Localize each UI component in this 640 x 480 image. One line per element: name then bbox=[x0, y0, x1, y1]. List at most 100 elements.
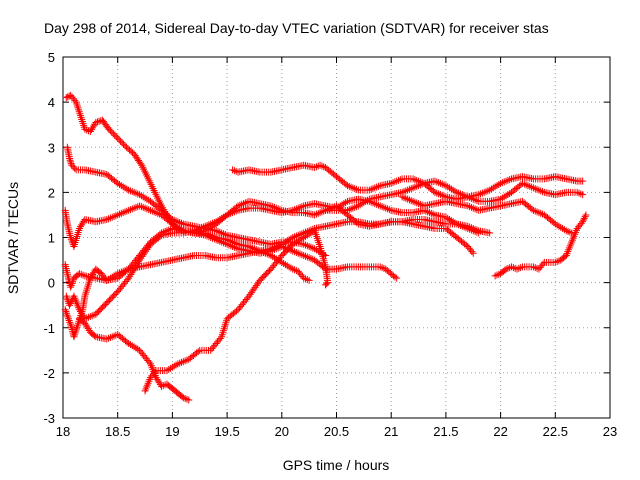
data-point bbox=[249, 287, 257, 295]
data-point bbox=[513, 265, 521, 273]
data-point bbox=[253, 280, 261, 288]
data-point bbox=[223, 236, 231, 244]
data-point bbox=[493, 271, 501, 279]
data-point bbox=[484, 187, 492, 195]
data-point bbox=[400, 188, 408, 196]
data-point bbox=[354, 202, 362, 210]
y-tick-label: 2 bbox=[48, 185, 55, 200]
data-point bbox=[281, 238, 289, 246]
data-point bbox=[205, 230, 213, 238]
data-point bbox=[250, 285, 258, 293]
data-point bbox=[539, 260, 547, 268]
data-point bbox=[300, 240, 308, 248]
data-point bbox=[498, 194, 506, 202]
data-point bbox=[87, 272, 95, 280]
data-point bbox=[281, 261, 289, 269]
data-point bbox=[103, 335, 111, 343]
data-point bbox=[378, 264, 386, 272]
data-point bbox=[154, 209, 162, 217]
data-point bbox=[493, 182, 501, 190]
data-point bbox=[198, 224, 206, 232]
data-point bbox=[114, 179, 122, 187]
data-point bbox=[71, 164, 79, 172]
data-point bbox=[316, 209, 324, 217]
data-point bbox=[303, 276, 311, 284]
data-point bbox=[411, 198, 419, 206]
data-point bbox=[119, 209, 127, 217]
data-point bbox=[207, 220, 215, 228]
data-point bbox=[78, 117, 86, 125]
data-point bbox=[579, 216, 587, 224]
data-point bbox=[291, 248, 299, 256]
data-point bbox=[66, 299, 74, 307]
data-point bbox=[385, 206, 393, 214]
data-point bbox=[131, 263, 139, 271]
data-point bbox=[462, 192, 470, 200]
data-point bbox=[283, 262, 291, 270]
data-point bbox=[132, 189, 140, 197]
data-point bbox=[356, 201, 364, 209]
data-point bbox=[506, 176, 514, 184]
data-point bbox=[269, 253, 277, 261]
data-point bbox=[466, 225, 474, 233]
data-point bbox=[573, 188, 581, 196]
data-point bbox=[210, 218, 218, 226]
data-point bbox=[371, 184, 379, 192]
data-point bbox=[128, 188, 136, 196]
data-point bbox=[61, 306, 69, 314]
data-point bbox=[322, 281, 330, 289]
data-point bbox=[314, 209, 322, 217]
data-point bbox=[199, 223, 207, 231]
data-point bbox=[345, 182, 353, 190]
data-point bbox=[553, 258, 561, 266]
data-point bbox=[216, 215, 224, 223]
data-point bbox=[480, 188, 488, 196]
data-point bbox=[125, 186, 133, 194]
data-point bbox=[369, 185, 377, 193]
data-point bbox=[564, 227, 572, 235]
data-point bbox=[69, 163, 77, 171]
data-point bbox=[449, 218, 457, 226]
data-point bbox=[451, 187, 459, 195]
data-point bbox=[500, 193, 508, 201]
data-point bbox=[130, 188, 138, 196]
data-point bbox=[108, 213, 116, 221]
data-point bbox=[413, 182, 421, 190]
data-point bbox=[535, 209, 543, 217]
data-point bbox=[491, 183, 499, 191]
data-point bbox=[145, 358, 153, 366]
data-point bbox=[378, 203, 386, 211]
data-point bbox=[464, 224, 472, 232]
data-point bbox=[267, 245, 275, 253]
data-point bbox=[413, 176, 421, 184]
data-point bbox=[285, 236, 293, 244]
data-point bbox=[577, 190, 585, 198]
data-point bbox=[305, 276, 313, 284]
data-point bbox=[292, 232, 300, 240]
data-point bbox=[141, 194, 149, 202]
data-point bbox=[274, 242, 282, 250]
data-point bbox=[287, 235, 295, 243]
series-track-e bbox=[61, 197, 494, 341]
data-point bbox=[376, 202, 384, 210]
data-point bbox=[76, 110, 84, 118]
data-point bbox=[125, 206, 133, 214]
data-point bbox=[444, 183, 452, 191]
data-point bbox=[477, 190, 485, 198]
data-point bbox=[125, 274, 133, 282]
data-point bbox=[89, 271, 97, 279]
data-point bbox=[447, 217, 455, 225]
data-point bbox=[145, 206, 153, 214]
data-point bbox=[247, 289, 255, 297]
data-point bbox=[77, 114, 85, 122]
data-point bbox=[482, 188, 490, 196]
data-point bbox=[123, 207, 131, 215]
data-point bbox=[404, 195, 412, 203]
data-point bbox=[86, 274, 94, 282]
data-point bbox=[192, 226, 200, 234]
data-point bbox=[128, 269, 136, 277]
data-point bbox=[467, 194, 475, 202]
data-point bbox=[143, 246, 151, 254]
data-point bbox=[581, 213, 589, 221]
data-point bbox=[363, 196, 371, 204]
